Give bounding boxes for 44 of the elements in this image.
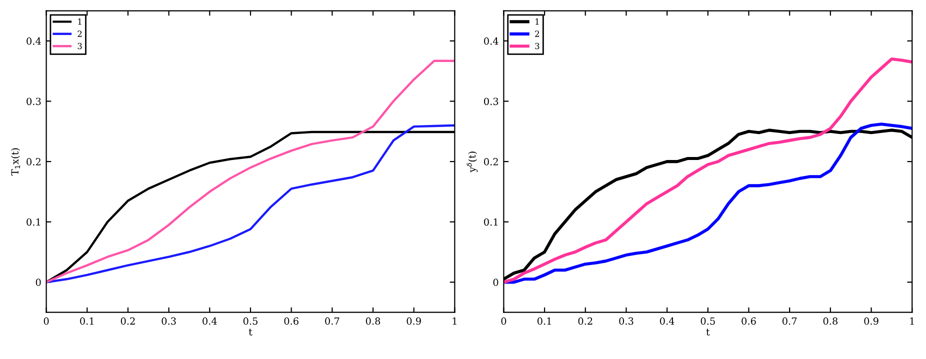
legend-label: 3: [78, 42, 82, 50]
x-tick-label: 0.1: [537, 317, 551, 325]
y-axis-title: T$_{1}$x(t): [11, 148, 20, 176]
x-tick-label: 0.8: [823, 317, 838, 325]
x-tick-label: 0.8: [366, 317, 380, 325]
y-tick-label: 0.3: [26, 98, 41, 106]
x-tick-label: 0.5: [243, 317, 258, 325]
y-tick-label: 0.2: [484, 158, 498, 166]
x-tick-label: 0.4: [202, 317, 217, 325]
y-tick-label: 0.2: [26, 158, 40, 166]
y-tick-label: 0.1: [26, 218, 40, 226]
x-tick-label: 0.4: [660, 317, 674, 325]
x-tick-label: 0.9: [864, 317, 878, 325]
x-tick-label: 0.3: [619, 317, 634, 325]
x-tick-label: 0: [44, 317, 49, 325]
legend-label: 2: [78, 30, 82, 37]
legend-label: 3: [535, 42, 540, 50]
y-tick-label: 0.4: [26, 37, 41, 45]
x-tick-label: 1: [910, 317, 914, 325]
line-series: [504, 57, 912, 284]
legend-label: 1: [78, 18, 82, 25]
x-axis-title: t: [706, 328, 710, 336]
y-tick-label: 0.3: [484, 98, 498, 106]
y-axis-title: y$^{δ}$(t): [466, 152, 478, 172]
y-tick-label: 0.4: [484, 37, 498, 45]
x-tick-label: 0.6: [742, 317, 756, 325]
x-tick-label: 0.2: [578, 317, 592, 325]
x-tick-label: 0.2: [120, 317, 135, 325]
x-tick-label: 0.3: [162, 317, 176, 325]
x-axis-title: t: [248, 328, 252, 336]
x-tick-label: 0.7: [782, 317, 797, 325]
y-tick-label: 0.1: [484, 218, 498, 226]
legend-label: 1: [536, 18, 539, 25]
y-tick-label: 0: [493, 278, 498, 286]
x-tick-label: 0.6: [284, 317, 298, 325]
x-tick-label: 0.7: [325, 317, 340, 325]
y-tick-label: 0: [36, 278, 41, 286]
x-tick-label: 1: [452, 317, 456, 325]
line-series: [46, 60, 455, 284]
legend-label: 2: [535, 30, 540, 37]
x-tick-label: 0: [501, 317, 506, 325]
x-tick-label: 0.1: [80, 317, 94, 325]
x-tick-label: 0.5: [700, 317, 715, 325]
x-tick-label: 0.9: [406, 317, 421, 325]
